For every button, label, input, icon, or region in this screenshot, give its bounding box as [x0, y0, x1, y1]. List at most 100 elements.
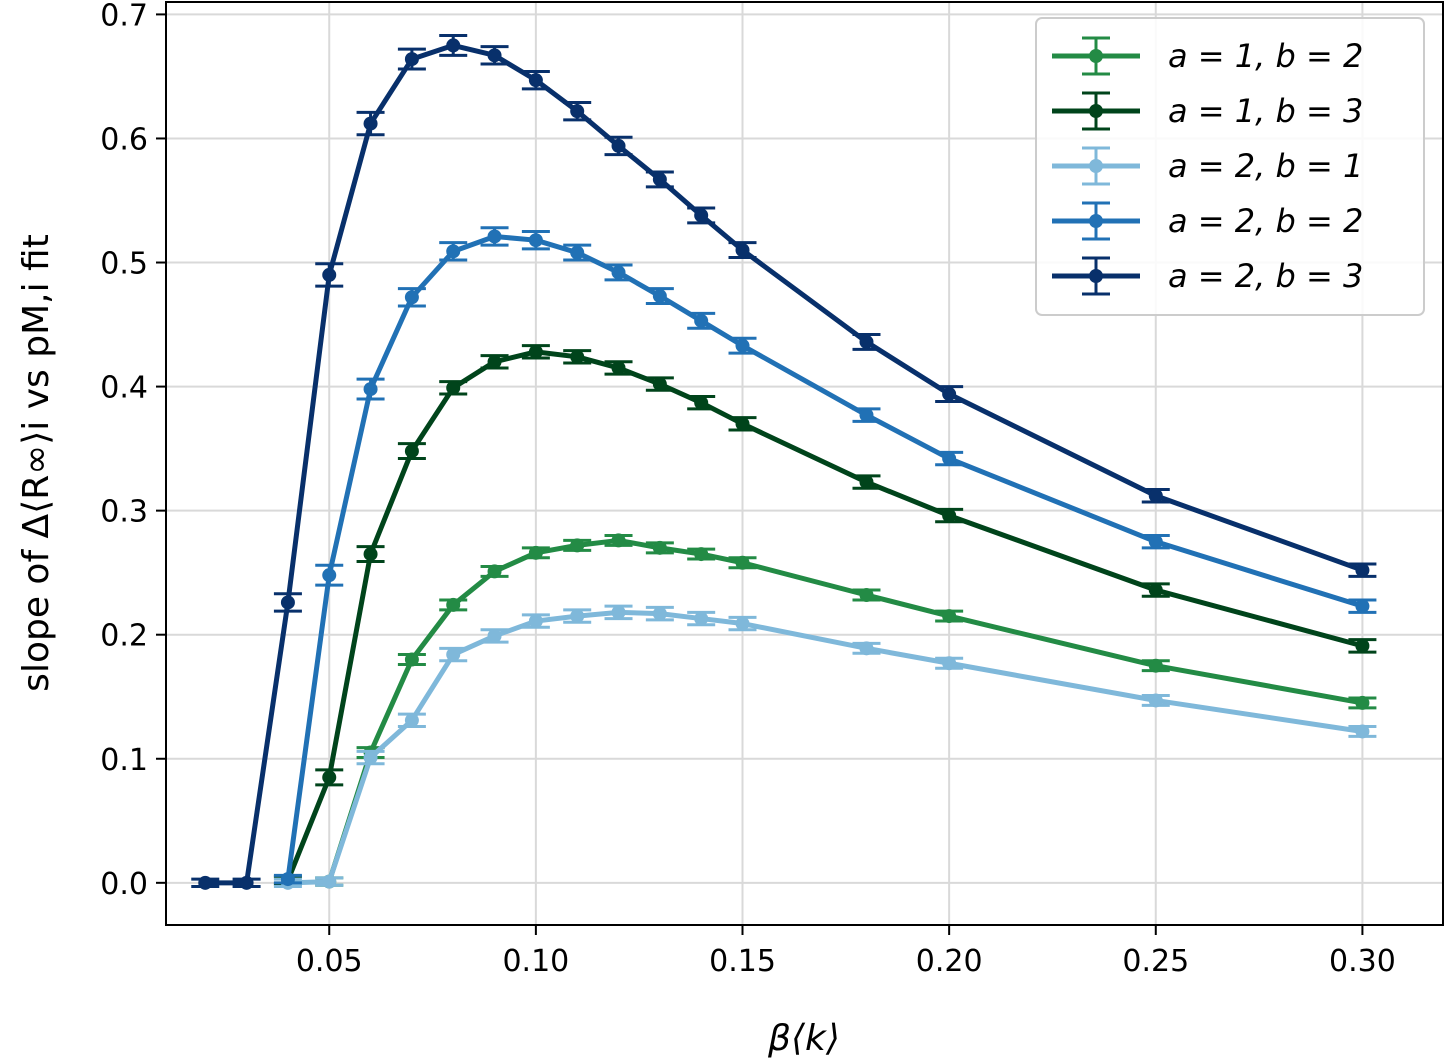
data-point: [1148, 583, 1163, 598]
legend-entry: a = 2, b = 2: [1052, 201, 1363, 241]
y-tick-label: 0.5: [100, 247, 148, 282]
legend-label: a = 2, b = 2: [1168, 202, 1363, 240]
data-point: [322, 770, 337, 785]
data-point: [1148, 658, 1163, 673]
data-point: [942, 609, 957, 624]
data-point: [239, 875, 254, 890]
data-point: [363, 382, 378, 397]
data-point: [859, 641, 874, 656]
data-point: [694, 395, 709, 410]
data-point: [487, 48, 502, 63]
data-point: [363, 750, 378, 765]
data-point: [735, 555, 750, 570]
y-tick-label: 0.1: [100, 743, 148, 778]
data-point: [859, 475, 874, 490]
data-point: [528, 233, 543, 248]
data-point: [528, 545, 543, 560]
data-point: [611, 138, 626, 153]
data-point: [363, 116, 378, 131]
data-point: [322, 267, 337, 282]
data-point: [735, 616, 750, 631]
data-point: [570, 349, 585, 364]
data-point: [735, 338, 750, 353]
series-5: [191, 33, 1377, 890]
data-point: [487, 229, 502, 244]
legend-label: a = 2, b = 1: [1168, 147, 1363, 185]
x-tick-label: 0.15: [709, 944, 776, 979]
data-point: [446, 38, 461, 53]
legend-swatch-marker: [1089, 214, 1103, 228]
data-point: [487, 354, 502, 369]
data-point: [942, 451, 957, 466]
legend-entry: a = 1, b = 2: [1052, 36, 1363, 76]
data-point: [859, 408, 874, 423]
data-point: [1355, 599, 1370, 614]
x-tick-label: 0.30: [1329, 944, 1396, 979]
data-point: [198, 875, 213, 890]
data-point: [1355, 695, 1370, 710]
data-point: [570, 245, 585, 260]
legend-label: a = 1, b = 2: [1168, 37, 1363, 75]
data-point: [859, 588, 874, 603]
data-point: [404, 713, 419, 728]
legend-label: a = 2, b = 3: [1168, 257, 1363, 295]
x-tick-label: 0.25: [1122, 944, 1189, 979]
x-tick-label: 0.20: [916, 944, 983, 979]
legend-box: [1035, 17, 1425, 316]
data-point: [404, 290, 419, 305]
data-point: [694, 313, 709, 328]
legend: a = 1, b = 2 a = 1, b = 3 a = 2, b = 1 a = …: [1035, 17, 1425, 316]
data-point: [528, 344, 543, 359]
legend-swatch-marker: [1089, 159, 1103, 173]
data-point: [446, 597, 461, 612]
data-point: [570, 104, 585, 119]
data-point: [570, 609, 585, 624]
data-point: [859, 334, 874, 349]
series-2: [273, 344, 1377, 888]
data-point: [1355, 724, 1370, 739]
data-point: [404, 52, 419, 67]
data-point: [652, 289, 667, 304]
data-point: [280, 872, 295, 887]
x-tick-label: 0.05: [296, 944, 363, 979]
data-point: [1355, 638, 1370, 653]
data-point: [735, 416, 750, 431]
data-point: [487, 628, 502, 643]
legend-entry: a = 2, b = 1: [1052, 146, 1363, 186]
data-point: [942, 387, 957, 402]
data-point: [528, 614, 543, 629]
data-point: [1148, 693, 1163, 708]
data-point: [322, 568, 337, 583]
y-tick-label: 0.4: [100, 371, 148, 406]
legend-entry: a = 2, b = 3: [1052, 256, 1363, 296]
data-point: [652, 172, 667, 187]
data-point: [611, 360, 626, 375]
x-tick-label: 0.10: [502, 944, 569, 979]
legend-swatch-marker: [1089, 104, 1103, 118]
data-point: [446, 380, 461, 395]
series-4: [273, 226, 1377, 887]
legend-swatch-marker: [1089, 49, 1103, 63]
y-tick-label: 0.6: [100, 122, 148, 157]
data-point: [363, 547, 378, 562]
data-point: [735, 243, 750, 258]
series-line: [287, 609, 1363, 886]
series-line: [285, 233, 1364, 880]
data-point: [446, 244, 461, 259]
series-layer: [191, 33, 1377, 890]
data-point: [694, 208, 709, 223]
data-point: [652, 606, 667, 621]
data-point: [404, 652, 419, 667]
data-point: [1148, 488, 1163, 503]
data-point: [280, 595, 295, 610]
data-point: [1148, 534, 1163, 549]
plot-frame: [165, 1, 1444, 926]
data-point: [942, 508, 957, 523]
data-point: [611, 605, 626, 620]
y-axis-label: slope of Δ⟨R∞⟩i vs pM,i fit: [16, 234, 57, 692]
y-tick-label: 0.3: [100, 495, 148, 530]
data-point: [652, 540, 667, 555]
data-point: [570, 538, 585, 553]
data-point: [404, 444, 419, 459]
data-point: [487, 564, 502, 579]
